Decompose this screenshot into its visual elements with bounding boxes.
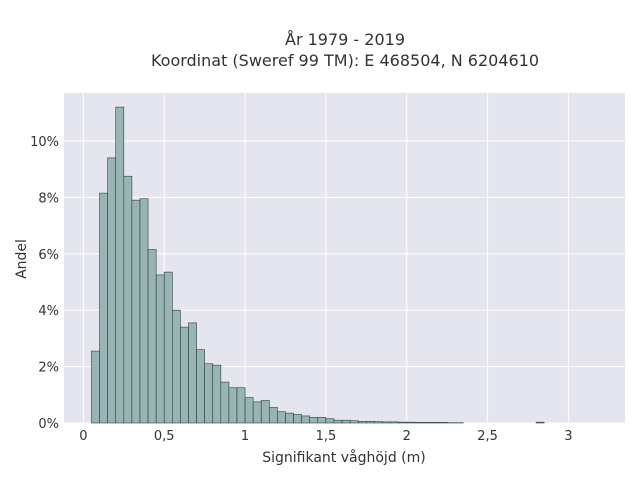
histogram-bar	[325, 418, 335, 424]
histogram-bar	[301, 415, 311, 424]
histogram-bar	[374, 421, 383, 424]
histogram-bar	[172, 309, 181, 424]
y-tick-label: 4%	[38, 304, 59, 319]
histogram-bar	[390, 421, 399, 424]
histogram-bar	[422, 422, 432, 424]
x-axis-label: Signifikant våghöjd (m)	[262, 449, 425, 466]
x-tick-label: 3	[564, 429, 572, 444]
histogram-bar	[535, 421, 545, 424]
histogram-bar	[252, 401, 262, 424]
histogram-bar	[309, 417, 319, 424]
histogram-bar	[91, 350, 100, 424]
x-tick-label: 2	[403, 429, 411, 444]
y-tick-label: 2%	[38, 361, 59, 376]
histogram-bar	[107, 157, 117, 424]
x-tick-label: 0,5	[154, 429, 175, 444]
histogram-bar	[131, 199, 141, 424]
histogram-bar	[382, 421, 391, 424]
histogram-bar	[212, 364, 222, 424]
histogram-bar	[269, 407, 278, 424]
chart-title-line1: År 1979 - 2019	[285, 30, 405, 49]
histogram-bar	[317, 417, 327, 424]
histogram-bar	[349, 420, 359, 424]
chart-title-line2: Koordinat (Sweref 99 TM): E 468504, N 62…	[151, 51, 539, 70]
histogram-bar	[366, 421, 375, 424]
histogram-bar	[244, 397, 254, 424]
y-tick-label: 8%	[38, 191, 59, 206]
histogram-bar	[204, 363, 214, 424]
histogram-bar	[220, 381, 230, 424]
histogram-bar	[188, 322, 197, 424]
x-tick-label: 2,5	[477, 429, 498, 444]
y-axis-label: Andel	[14, 239, 30, 279]
histogram-bar	[115, 106, 125, 424]
histogram-bar	[196, 349, 205, 424]
histogram-bars	[91, 106, 545, 424]
histogram-bar	[147, 249, 157, 424]
x-axis-ticks: 0 0,5 1 1,5 2 2,5 3	[79, 429, 572, 444]
histogram-bar	[277, 411, 286, 424]
histogram-bar	[285, 412, 294, 424]
histogram-bar	[341, 419, 351, 424]
histogram-bar	[414, 422, 424, 424]
histogram-bar	[139, 198, 149, 424]
histogram-bar	[228, 387, 238, 424]
histogram-bar	[236, 387, 246, 424]
y-tick-label: 6%	[38, 248, 59, 263]
y-axis-ticks: 0% 2% 4% 6% 8% 10%	[30, 135, 59, 432]
x-tick-label: 1	[241, 429, 249, 444]
histogram-bar	[99, 192, 108, 424]
y-tick-label: 0%	[38, 417, 59, 432]
histogram-bar	[430, 422, 440, 424]
histogram-bar	[180, 326, 189, 424]
x-tick-label: 1,5	[316, 429, 337, 444]
histogram-bar	[260, 400, 270, 424]
histogram-bar	[398, 421, 408, 424]
histogram-bar	[333, 419, 343, 424]
histogram-bar	[406, 421, 416, 424]
histogram-bar	[163, 271, 173, 424]
histogram-bar	[155, 274, 165, 424]
histogram-bar	[293, 414, 302, 424]
histogram-bar	[123, 175, 133, 424]
y-tick-label: 10%	[30, 135, 59, 150]
x-tick-label: 0	[79, 429, 87, 444]
histogram-bar	[357, 421, 367, 424]
histogram-bar	[438, 422, 448, 424]
